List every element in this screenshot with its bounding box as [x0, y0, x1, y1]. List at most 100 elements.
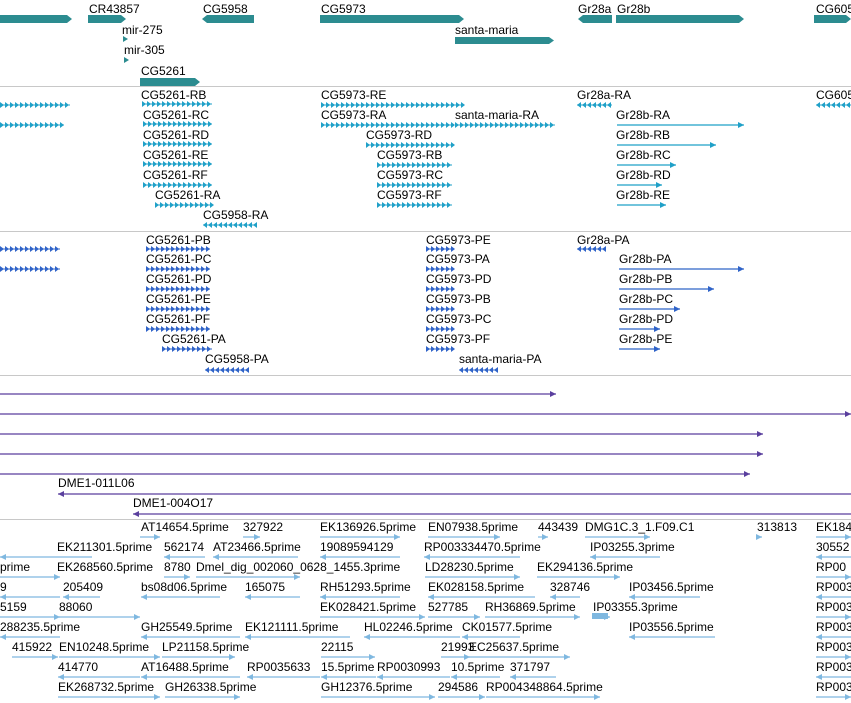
protein-line-head[interactable] [654, 346, 660, 352]
transcript-label[interactable]: Gr28a-RA [577, 88, 632, 102]
protein-label[interactable]: Gr28b-PD [619, 312, 674, 326]
exon-glyph[interactable] [505, 122, 509, 128]
est-line-head[interactable] [845, 574, 851, 580]
exon-glyph[interactable] [183, 141, 187, 147]
exon-glyph[interactable] [223, 222, 227, 228]
est-line-head[interactable] [0, 634, 6, 640]
exon-glyph[interactable] [173, 182, 177, 188]
exon-glyph[interactable] [836, 102, 840, 108]
exon-glyph[interactable] [166, 306, 170, 312]
est-label[interactable]: 443439 [538, 520, 579, 534]
protein-label[interactable]: CG5973-PC [426, 312, 492, 326]
exon-glyph[interactable] [412, 182, 416, 188]
exon-glyph[interactable] [387, 182, 391, 188]
exon-glyph[interactable] [5, 266, 9, 272]
est-label[interactable]: prime [0, 560, 31, 574]
exon-glyph[interactable] [171, 306, 175, 312]
exon-glyph[interactable] [143, 182, 147, 188]
exon-glyph[interactable] [191, 306, 195, 312]
exon-glyph[interactable] [331, 122, 335, 128]
exon-glyph[interactable] [143, 161, 147, 167]
exon-glyph[interactable] [235, 367, 239, 373]
est-line-head[interactable] [494, 534, 500, 540]
exon-glyph[interactable] [20, 102, 24, 108]
est-line-head[interactable] [451, 674, 457, 680]
exon-glyph[interactable] [392, 202, 396, 208]
exon-glyph[interactable] [45, 122, 49, 128]
est-line-head[interactable] [58, 674, 64, 680]
exon-glyph[interactable] [35, 266, 39, 272]
exon-glyph[interactable] [397, 162, 401, 168]
exon-glyph[interactable] [148, 121, 152, 127]
exon-glyph[interactable] [25, 246, 29, 252]
exon-glyph[interactable] [436, 286, 440, 292]
exon-glyph[interactable] [151, 266, 155, 272]
exon-glyph[interactable] [427, 202, 431, 208]
exon-glyph[interactable] [168, 121, 172, 127]
est-line-head[interactable] [154, 534, 160, 540]
exon-glyph[interactable] [426, 266, 430, 272]
exon-glyph[interactable] [431, 102, 435, 108]
exon-glyph[interactable] [172, 346, 176, 352]
exon-glyph[interactable] [321, 122, 325, 128]
exon-glyph[interactable] [500, 122, 504, 128]
exon-glyph[interactable] [25, 266, 29, 272]
clone-line-head[interactable] [550, 391, 556, 397]
exon-glyph[interactable] [203, 161, 207, 167]
exon-glyph[interactable] [182, 346, 186, 352]
transcript-line-head[interactable] [670, 162, 676, 168]
exon-glyph[interactable] [176, 246, 180, 252]
exon-glyph[interactable] [426, 286, 430, 292]
protein-label[interactable]: CG5261-PC [146, 252, 212, 266]
exon-glyph[interactable] [15, 102, 19, 108]
est-line-head[interactable] [377, 674, 383, 680]
exon-glyph[interactable] [432, 202, 436, 208]
exon-glyph[interactable] [431, 122, 435, 128]
exon-glyph[interactable] [163, 141, 167, 147]
gene-label[interactable]: CG5261 [141, 64, 186, 78]
est-label[interactable]: EN10248.5prime [59, 640, 150, 654]
est-line-head[interactable] [594, 694, 600, 700]
exon-glyph[interactable] [206, 326, 210, 332]
exon-glyph[interactable] [60, 102, 64, 108]
est-label[interactable]: CK01577.5prime [462, 620, 553, 634]
gene-label[interactable]: Gr28a [578, 2, 612, 16]
est-label[interactable]: GH26338.5prime [165, 680, 257, 694]
exon-glyph[interactable] [208, 222, 212, 228]
exon-glyph[interactable] [489, 367, 493, 373]
exon-glyph[interactable] [146, 286, 150, 292]
exon-glyph[interactable] [391, 102, 395, 108]
exon-glyph[interactable] [188, 141, 192, 147]
exon-glyph[interactable] [192, 346, 196, 352]
est-label[interactable]: 5159 [0, 600, 27, 614]
exon-glyph[interactable] [35, 246, 39, 252]
exon-glyph[interactable] [178, 141, 182, 147]
est-label[interactable]: Dmel_dig_002060_0628_1455.3prime [196, 560, 401, 574]
exon-glyph[interactable] [356, 122, 360, 128]
exon-glyph[interactable] [431, 246, 435, 252]
exon-glyph[interactable] [841, 102, 845, 108]
exon-glyph[interactable] [55, 122, 59, 128]
exon-glyph[interactable] [180, 202, 184, 208]
est-label[interactable]: AT14654.5prime [141, 520, 229, 534]
exon-glyph[interactable] [153, 161, 157, 167]
exon-glyph[interactable] [220, 367, 224, 373]
protein-label[interactable]: Gr28b-PC [619, 292, 674, 306]
protein-label[interactable]: Gr28a-PA [577, 233, 630, 247]
est-label[interactable]: 205409 [63, 580, 104, 594]
transcript-label[interactable]: CG5973-RF [377, 188, 442, 202]
exon-glyph[interactable] [163, 121, 167, 127]
est-label[interactable]: 165075 [245, 580, 286, 594]
est-label[interactable]: IP03255.3prime [590, 540, 675, 554]
exon-glyph[interactable] [412, 202, 416, 208]
exon-glyph[interactable] [465, 122, 469, 128]
exon-glyph[interactable] [831, 102, 835, 108]
exon-glyph[interactable] [40, 246, 44, 252]
exon-glyph[interactable] [407, 182, 411, 188]
est-label[interactable]: AT23466.5prime [213, 540, 301, 554]
exon-glyph[interactable] [431, 266, 435, 272]
est-line-head[interactable] [294, 574, 300, 580]
exon-glyph[interactable] [451, 346, 455, 352]
exon-glyph[interactable] [50, 122, 54, 128]
exon-glyph[interactable] [602, 102, 606, 108]
